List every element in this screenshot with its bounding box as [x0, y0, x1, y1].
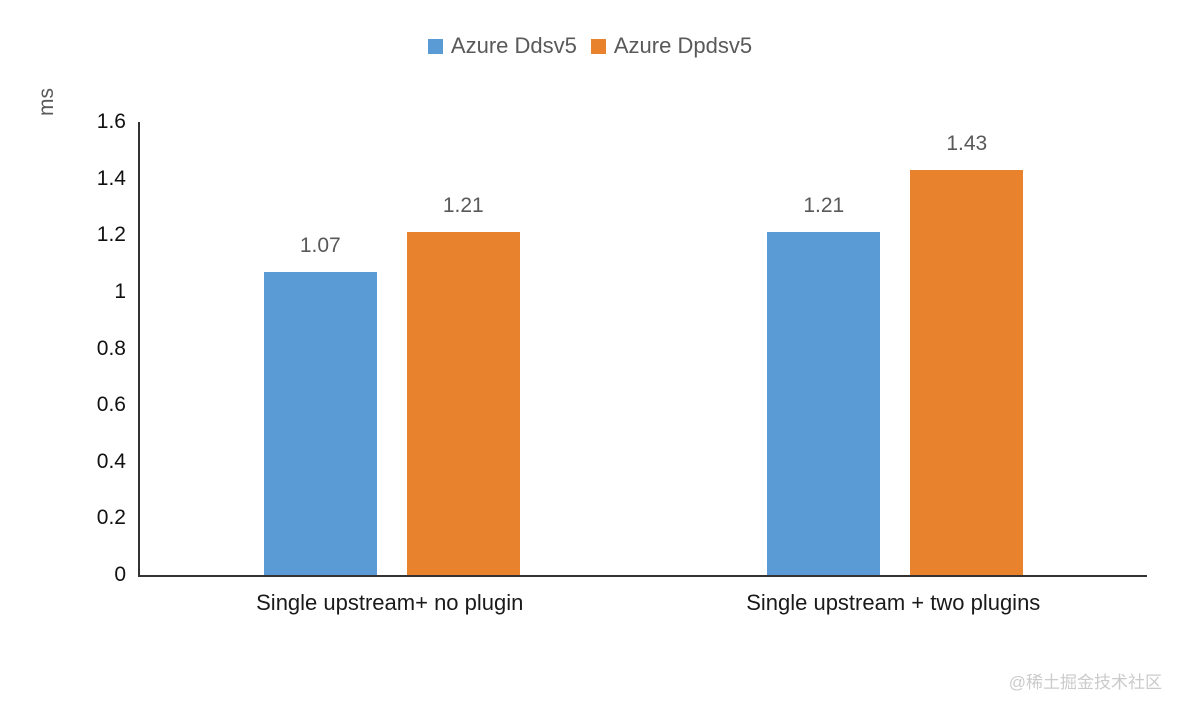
legend-item: Azure Dpdsv5: [590, 33, 753, 59]
y-tick-label: 1.4: [96, 166, 126, 190]
legend: Azure Ddsv5 Azure Dpdsv5: [0, 33, 1180, 59]
watermark: @稀土掘金技术社区: [1008, 673, 1162, 692]
bar: [767, 232, 881, 575]
y-tick-label: 0.4: [96, 449, 126, 473]
y-tick-label: 0.8: [96, 336, 126, 360]
bar-value-label: 1.43: [946, 132, 988, 156]
bar: [406, 232, 520, 575]
bar-value-label: 1.21: [803, 194, 845, 218]
x-axis-labels: Single upstream+ no plugin Single upstrea…: [138, 590, 1145, 622]
bar-value-label: 1.07: [299, 234, 341, 258]
bar-value-label: 1.21: [442, 194, 484, 218]
y-tick-label: 0.6: [96, 393, 126, 417]
plot-area: 1.07 1.21 1.21 1.43: [138, 122, 1147, 577]
bar: [263, 272, 377, 575]
legend-label: Azure Ddsv5: [450, 33, 577, 58]
x-category-label: Single upstream + two plugins: [746, 590, 1041, 615]
x-category-label: Single upstream+ no plugin: [256, 590, 524, 615]
y-tick-label: 1.6: [96, 110, 126, 133]
y-tick-label: 0.2: [96, 506, 126, 530]
legend-swatch-icon: [427, 38, 443, 54]
y-tick-label: 1.2: [96, 223, 126, 247]
legend-item: Azure Ddsv5: [427, 33, 577, 59]
bar: [910, 170, 1024, 575]
y-axis-ticks: 0 0.2 0.4 0.6 0.8 1 1.2 1.4 1.6: [0, 110, 126, 586]
y-tick-label: 0: [114, 563, 126, 586]
legend-swatch-icon: [590, 38, 606, 54]
y-tick-label: 1: [114, 279, 126, 303]
legend-label: Azure Dpdsv5: [613, 33, 753, 58]
